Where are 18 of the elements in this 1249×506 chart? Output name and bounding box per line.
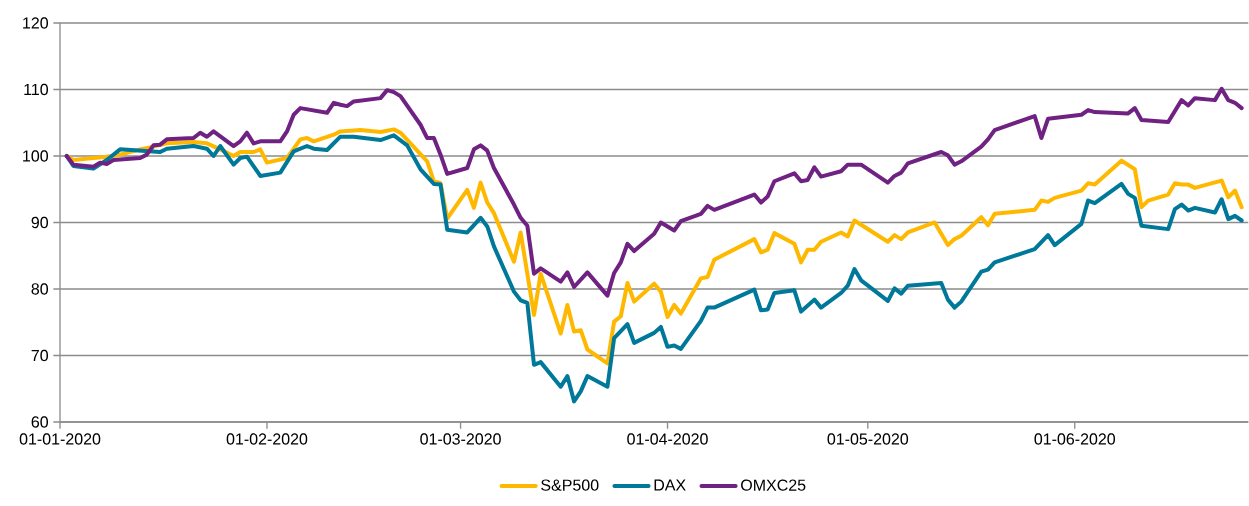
line-series xyxy=(64,133,1244,404)
y-tick-label: 90 xyxy=(31,216,49,229)
x-tick-label: 01-06-2020 xyxy=(1034,433,1116,445)
x-tick-label: 01-05-2020 xyxy=(827,433,909,445)
y-tick-label: 60 xyxy=(31,416,49,428)
legend-label: S&P500 xyxy=(541,479,599,491)
legend-label: OMXC25 xyxy=(741,479,806,491)
y-tick-label: 100 xyxy=(23,150,49,162)
y-tick-label: 70 xyxy=(31,349,49,362)
y-tick-label: 80 xyxy=(31,283,49,295)
x-tick-label: 01-03-2020 xyxy=(420,433,501,445)
x-tick-label: 01-04-2020 xyxy=(627,433,708,445)
y-tick-label: 110 xyxy=(24,83,49,96)
y-tick-label: 120 xyxy=(23,17,49,29)
line-series xyxy=(64,86,1244,298)
x-tick-label: 01-01-2020 xyxy=(19,433,101,445)
legend-label: DAX xyxy=(654,479,686,491)
x-tick-label: 01-02-2020 xyxy=(226,433,308,445)
